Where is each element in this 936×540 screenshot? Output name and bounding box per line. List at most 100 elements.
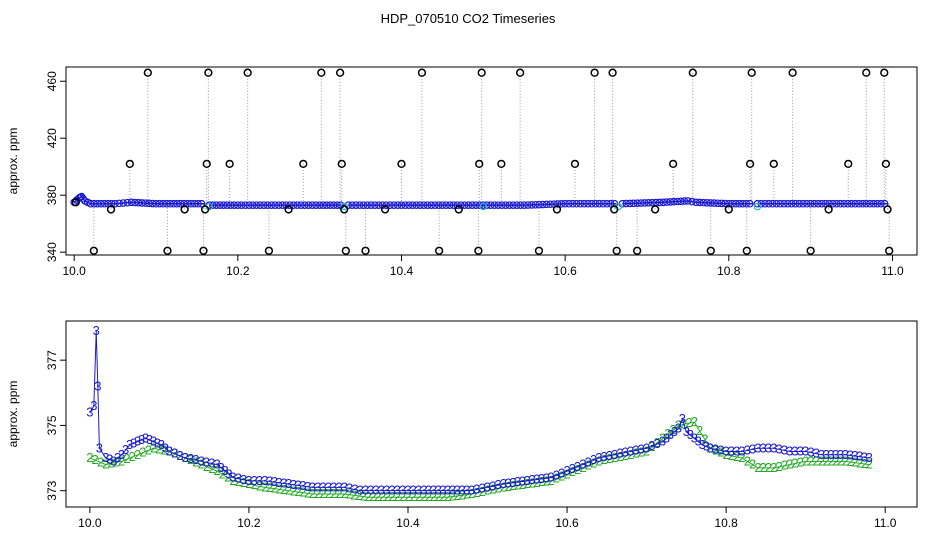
bottom-axes: 10.0 10.2 10.4 10.6 10.8 11.0 373 375 377 <box>45 350 897 530</box>
baseline-point <box>584 199 592 208</box>
series-point-2: 2 <box>579 460 586 475</box>
baseline-point <box>626 199 634 208</box>
outlier-point <box>125 159 134 168</box>
series-point-3: 3 <box>851 448 858 463</box>
outlier-point <box>264 246 274 255</box>
series-point-2: 2 <box>150 440 157 455</box>
bottom-x-tick-label: 10.0 <box>78 516 102 530</box>
baseline-point <box>535 200 543 209</box>
baseline-point <box>795 199 804 208</box>
bottom-x-tick-label: 10.4 <box>396 516 420 530</box>
baseline-point <box>688 197 696 206</box>
baseline-point <box>776 199 785 208</box>
series-point-3: 3 <box>430 483 437 498</box>
bottom-series: 2222222222222222222222222222222222222222… <box>86 323 873 504</box>
series-point-2: 2 <box>823 453 830 468</box>
series-point-3: 3 <box>458 483 465 498</box>
series-point-2: 2 <box>861 456 868 471</box>
series-point-2: 2 <box>797 454 804 469</box>
baseline-point <box>386 201 394 209</box>
series-point-2: 2 <box>569 464 576 479</box>
series-point-2: 2 <box>160 442 167 457</box>
baseline-point <box>123 198 132 207</box>
series-point-3: 3 <box>847 447 854 462</box>
series-point-2: 2 <box>595 453 602 468</box>
series-point-2: 2 <box>842 453 849 468</box>
baseline-point <box>472 201 480 209</box>
series-point-2: 2 <box>528 476 535 491</box>
series-point-2: 2 <box>369 489 376 504</box>
baseline-point <box>587 199 596 208</box>
series-point-3: 3 <box>627 444 634 459</box>
series-point-2: 2 <box>574 462 581 477</box>
baseline-point <box>271 201 279 209</box>
baseline-point <box>663 198 671 206</box>
baseline-point <box>546 200 555 209</box>
series-point-2: 2 <box>394 489 401 504</box>
series-point-3: 3 <box>346 481 353 496</box>
baseline-point <box>315 201 324 209</box>
series-point-3: 3 <box>357 483 364 498</box>
bottom-x-tick-label: 11.0 <box>874 516 897 530</box>
series-point-3: 3 <box>524 473 531 488</box>
series-point-2: 2 <box>102 457 109 472</box>
outlier-point <box>200 205 210 214</box>
outlier-point <box>417 68 427 77</box>
series-point-2: 2 <box>632 446 639 461</box>
series-point-2: 2 <box>360 489 367 504</box>
series-point-3: 3 <box>271 474 278 489</box>
baseline-point <box>739 199 747 208</box>
series-point-2: 2 <box>134 447 141 462</box>
series-point-2: 2 <box>760 460 767 475</box>
baseline-point <box>138 199 146 207</box>
baseline-point <box>453 201 462 209</box>
baseline-point <box>304 201 313 209</box>
baseline-point <box>591 199 600 208</box>
baseline-point <box>806 199 815 208</box>
series-point-3: 3 <box>261 473 268 488</box>
baseline-point <box>145 199 153 208</box>
series-point-2: 2 <box>224 470 231 485</box>
series-point-2: 2 <box>669 422 676 437</box>
series-point-2: 2 <box>627 447 634 462</box>
outlier-point <box>724 205 733 214</box>
baseline-point <box>803 199 811 208</box>
series-point-2: 2 <box>548 473 555 488</box>
series-point-2: 2 <box>786 457 793 472</box>
outlier-point <box>180 205 189 214</box>
baseline-point <box>637 199 645 207</box>
series-point-3: 3 <box>473 482 480 497</box>
baseline-point <box>326 201 334 209</box>
series-point-2: 2 <box>489 482 496 497</box>
baseline-point <box>791 199 800 208</box>
baseline-point <box>655 198 664 207</box>
series-point-3: 3 <box>770 440 777 455</box>
baseline-point <box>393 201 402 209</box>
series-point-2: 2 <box>723 447 730 462</box>
baseline-point <box>836 199 845 208</box>
baseline-point <box>501 201 510 209</box>
series-point-2: 2 <box>866 457 873 472</box>
baseline-point <box>293 201 302 209</box>
baseline-point <box>475 201 484 209</box>
baseline-point <box>717 199 726 208</box>
baseline-point <box>162 199 171 208</box>
baseline-point <box>434 201 443 209</box>
series-point-2: 2 <box>404 489 411 504</box>
series-point-2: 2 <box>123 451 130 466</box>
baseline-point <box>119 199 128 207</box>
series-point-3: 3 <box>118 447 125 462</box>
series-point-3: 3 <box>404 483 411 498</box>
outlier-point <box>590 68 599 77</box>
baseline-point <box>629 199 638 208</box>
series-point-2: 2 <box>435 489 442 504</box>
series-point-3: 3 <box>410 483 417 498</box>
baseline-point <box>814 199 822 208</box>
baseline-point <box>527 201 536 209</box>
top-axes: 10.0 10.2 10.4 10.6 10.8 11.0 340 380 420 460 <box>45 71 904 278</box>
series-point-3: 3 <box>723 444 730 459</box>
top-y-tick-label: 460 <box>45 71 59 91</box>
series-point-3: 3 <box>738 444 745 459</box>
baseline-point <box>289 201 298 209</box>
series-point-2: 2 <box>245 476 252 491</box>
